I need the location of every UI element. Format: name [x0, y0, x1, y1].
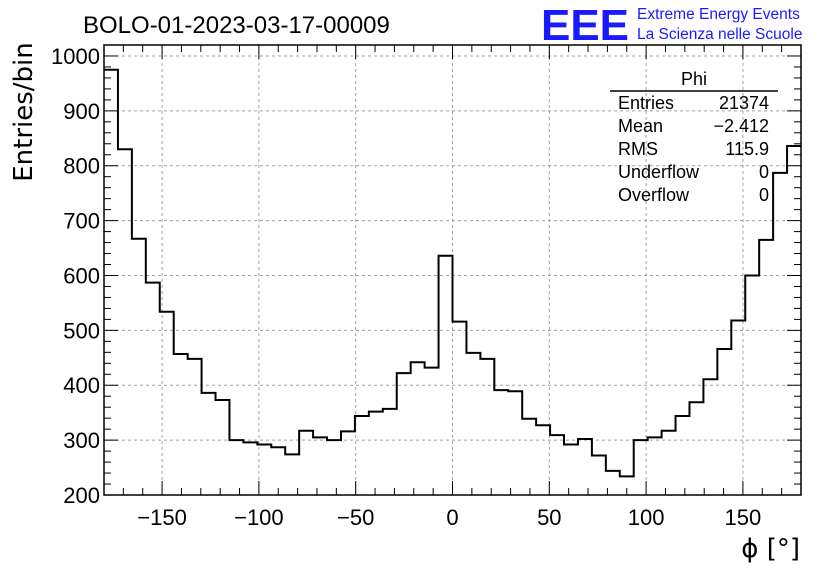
logo-line-2: La Scienza nelle Scuole: [637, 26, 802, 43]
stats-row-value: 115.9: [725, 139, 769, 159]
stats-row-value: 0: [759, 185, 769, 205]
stats-row-value: 21374: [719, 93, 769, 113]
stats-box: Phi Entries 21374 Mean −2.412 RMS 115.9 Underf…: [610, 69, 778, 205]
x-axis-title: ϕ [°]: [741, 534, 800, 564]
histogram-line: [104, 68, 801, 478]
logo-line-1: Extreme Energy Events: [637, 6, 800, 23]
eee-logo: EEE Extreme Energy Events La Scienza nel…: [541, 1, 802, 50]
y-tick-label: 900: [63, 99, 100, 124]
stats-row-label: Mean: [618, 116, 663, 136]
y-axis-title: Entries/bin: [9, 42, 39, 182]
axis-ticks: [103, 44, 802, 496]
stats-row-label: Entries: [618, 93, 674, 113]
stats-row-value: 0: [759, 162, 769, 182]
x-tick-label: 0: [446, 505, 458, 530]
y-tick-label: 400: [63, 373, 100, 398]
x-tick-label: 150: [725, 505, 762, 530]
y-tick-label: 700: [63, 209, 100, 234]
y-tick-label: 1000: [51, 44, 100, 69]
logo-eee-text: EEE: [541, 1, 629, 50]
x-tick-label: −150: [137, 505, 187, 530]
y-tick-label: 200: [63, 483, 100, 508]
stats-box-title: Phi: [681, 69, 707, 89]
y-tick-label: 800: [63, 154, 100, 179]
x-tick-label: −50: [337, 505, 374, 530]
y-tick-label: 600: [63, 263, 100, 288]
y-tick-label: 500: [63, 318, 100, 343]
x-tick-label: 50: [537, 505, 561, 530]
tick-labels: −150 −100 −50 0 50 100 150 200 300 400 500 600 700 80…: [51, 44, 761, 530]
y-tick-label: 300: [63, 428, 100, 453]
stats-row-label: Overflow: [618, 185, 690, 205]
stats-row-label: RMS: [618, 139, 658, 159]
stats-row-label: Underflow: [618, 162, 700, 182]
stats-row-value: −2.412: [713, 116, 769, 136]
stats-box-rows: Entries 21374 Mean −2.412 RMS 115.9 Underflow 0…: [618, 93, 769, 205]
x-tick-label: −100: [234, 505, 284, 530]
chart-title: BOLO-01-2023-03-17-00009: [83, 12, 390, 39]
x-tick-label: 100: [628, 505, 665, 530]
